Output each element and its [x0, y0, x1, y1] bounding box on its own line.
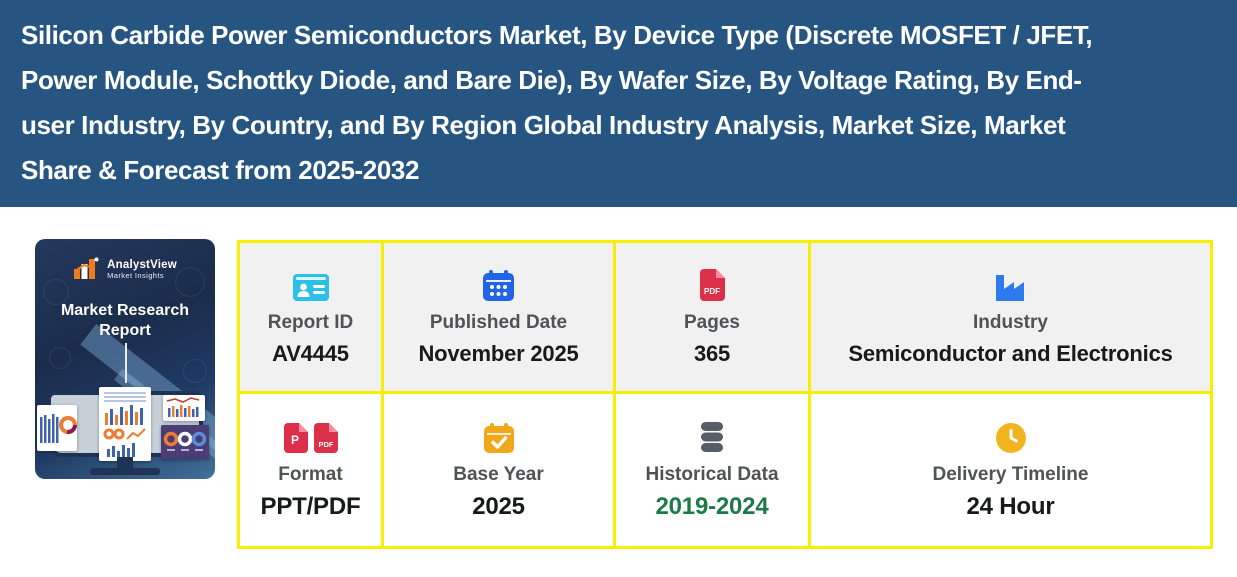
monitor-stand [117, 457, 133, 469]
cover-pattern-icon [43, 279, 69, 305]
card-label: Industry [973, 312, 1048, 333]
industry-card: Industry Semiconductor and Electronics [811, 243, 1210, 391]
pages-card: PDF Pages 365 [616, 243, 808, 391]
card-label: Published Date [429, 312, 568, 333]
report-id-value: AV4445 [272, 341, 349, 366]
database-icon [701, 422, 723, 452]
base-year-card: Base Year 2025 [384, 394, 613, 546]
cover-pattern-icon [175, 267, 205, 297]
report-cover-image: AnalystView Market Insights Market Resea… [35, 239, 215, 479]
ppt-file-icon: P [283, 423, 308, 453]
report-title-banner: Silicon Carbide Power Semiconductors Mar… [0, 0, 1237, 207]
page-title-line: Power Module, Schottky Diode, and Bare D… [21, 65, 1082, 95]
cover-title: Market Research Report [60, 302, 190, 339]
svg-text:PDF: PDF [704, 287, 720, 296]
industry-value: Semiconductor and Electronics [848, 341, 1173, 366]
mini-bar-chart-card [163, 395, 205, 421]
factory-icon [995, 275, 1024, 301]
calendar-check-icon [483, 423, 514, 453]
svg-text:P: P [290, 433, 298, 447]
calendar-icon [483, 270, 514, 301]
format-value: PPT/PDF [260, 493, 361, 520]
format-card: P PDF Format PPT/PDF [240, 394, 381, 546]
mini-bar-chart-card [37, 405, 77, 451]
published-date-value: November 2025 [418, 341, 579, 366]
svg-text:PDF: PDF [318, 440, 333, 449]
published-date-card: Published Date November 2025 [384, 243, 613, 391]
analystview-logo: AnalystView Market Insights [35, 257, 215, 281]
pdf-file-icon: PDF [699, 269, 725, 301]
delivery-timeline-value: 24 Hour [966, 493, 1055, 520]
pages-value: 365 [693, 341, 731, 366]
base-year-value: 2025 [472, 493, 525, 520]
card-label: Historical Data [645, 464, 779, 485]
mini-analytics-card [99, 387, 151, 461]
cover-pattern-icon [183, 359, 207, 383]
cover-connector-line [125, 343, 127, 383]
bar-chart-logo-icon [74, 257, 99, 279]
report-info-grid: Report ID AV4445 Published Date November… [237, 240, 1213, 549]
historical-data-card: Historical Data 2019-2024 [616, 394, 808, 546]
mini-donut-chart-card [161, 425, 209, 459]
clock-icon [995, 423, 1026, 453]
page-title-line: user Industry, By Country, and By Region… [21, 110, 1066, 140]
card-label: Report ID [267, 312, 354, 333]
delivery-timeline-card: Delivery Timeline 24 Hour [811, 394, 1210, 546]
cover-pattern-icon [49, 347, 71, 369]
id-card-icon [292, 274, 329, 301]
page-title-line: Silicon Carbide Power Semiconductors Mar… [21, 20, 1093, 50]
pdf-file-icon: PDF [313, 423, 338, 453]
page-title-line: Share & Forecast from 2025-2032 [21, 155, 420, 185]
card-label: Format [278, 464, 343, 485]
monitor-stand-base [90, 468, 160, 475]
brand-tagline: Market Insights [107, 270, 164, 280]
card-label: Pages [684, 312, 740, 333]
brand-name: AnalystView [107, 258, 177, 271]
historical-data-value: 2019-2024 [655, 493, 769, 520]
card-label: Delivery Timeline [932, 464, 1089, 485]
report-id-card: Report ID AV4445 [240, 243, 381, 391]
card-label: Base Year [453, 464, 544, 485]
